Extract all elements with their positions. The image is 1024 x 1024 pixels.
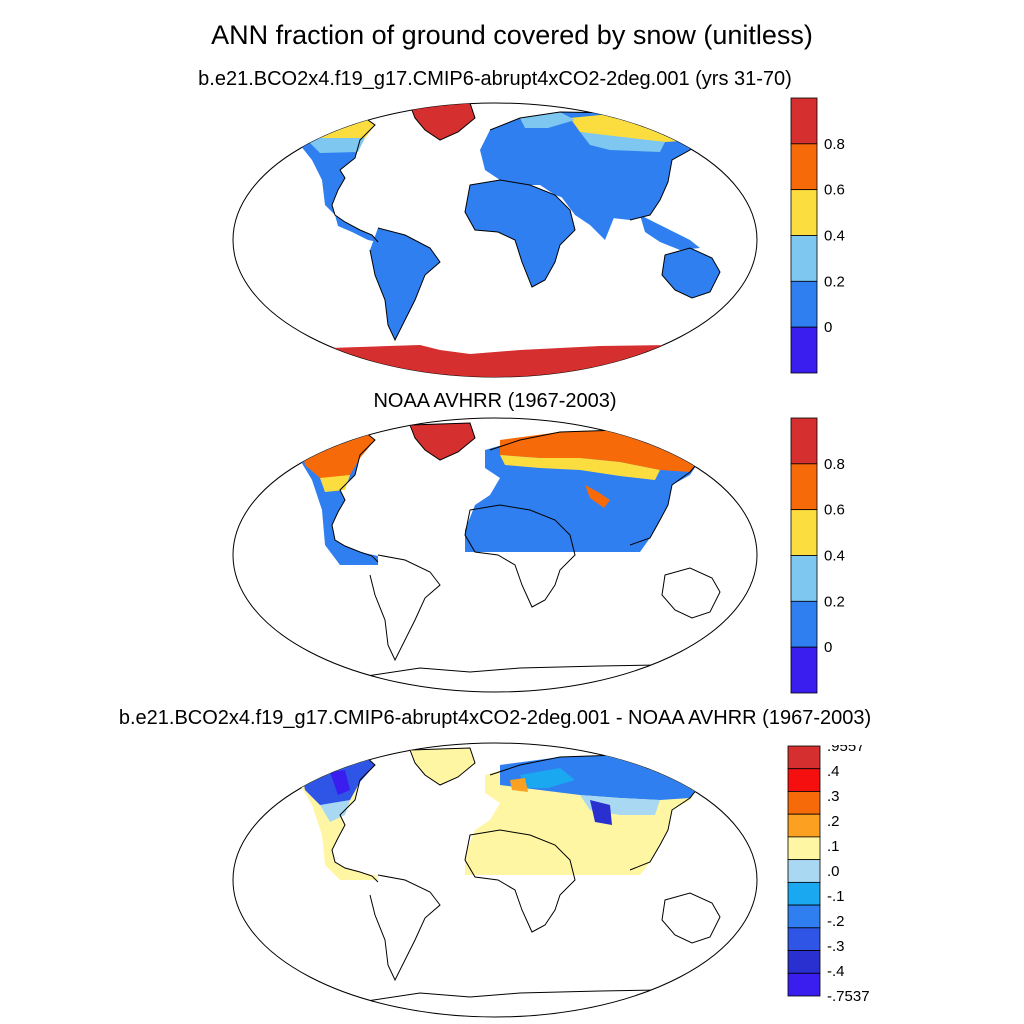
panel-title-diff: b.e21.BCO2x4.f19_g17.CMIP6-abrupt4xCO2-2… (118, 707, 872, 729)
colorbar-diff-label: .4 (827, 763, 840, 780)
obs-field (300, 423, 700, 565)
colorbar-diff-label: .3 (827, 788, 840, 805)
colorbar-model-swatch (790, 280, 818, 328)
colorbar-diff-label: .0 (827, 863, 840, 880)
colorbar-obs-swatch (790, 417, 818, 465)
colorbar-obs-label: 0.2 (824, 593, 845, 610)
colorbar-obs-swatch (790, 555, 818, 602)
colorbar-obs: 0.8 0.6 0.4 0.2 0 (790, 417, 845, 694)
colorbar-diff-swatch (787, 881, 821, 906)
colorbar-diff-label: .1 (827, 838, 840, 855)
colorbar-diff-label: -.3 (827, 938, 845, 955)
colorbar-diff-swatch (787, 791, 821, 815)
colorbar-diff-label: -.4 (827, 963, 845, 980)
colorbar-diff-swatch (787, 768, 821, 792)
colorbar-diff-swatch (787, 950, 821, 974)
colorbar-diff-swatch (787, 904, 821, 929)
panel-title-obs: NOAA AVHRR (1967-2003) (373, 390, 617, 412)
colorbar-diff-swatch (787, 972, 821, 997)
colorbar-obs-label: 0.8 (824, 456, 845, 473)
colorbar-model-swatch (790, 235, 818, 282)
colorbar-obs-swatch (790, 463, 818, 511)
colorbar-diff-label: -.1 (827, 888, 845, 905)
colorbar-diff-swatch (787, 927, 821, 951)
figure-title: ANN fraction of ground covered by snow (… (211, 20, 813, 50)
panel-title-model: b.e21.BCO2x4.f19_g17.CMIP6-abrupt4xCO2-2… (198, 68, 792, 90)
colorbar-model-label: 0.8 (824, 136, 845, 153)
colorbar-model-swatch (790, 97, 818, 145)
colorbar-diff-label: .9557 (827, 745, 865, 755)
colorbar-model-label: 0.2 (824, 273, 845, 290)
colorbar-diff: .9557 .4 .3 .2 .1 .0 -.1 -.2 -.3 -.4 -.7537 (787, 745, 870, 1005)
colorbar-model: 0.8 0.6 0.4 0.2 0 (790, 97, 845, 374)
colorbar-model-swatch (790, 326, 818, 374)
colorbar-model-swatch (790, 143, 818, 191)
colorbar-diff-swatch (787, 859, 821, 883)
colorbar-diff-label: -.2 (827, 913, 845, 930)
colorbar-diff-label: -.7537 (827, 988, 870, 1005)
colorbar-model-label: 0 (824, 319, 832, 336)
colorbar-obs-swatch (790, 600, 818, 648)
colorbar-obs-label: 0.6 (824, 502, 845, 519)
colorbar-diff-swatch (787, 836, 821, 861)
colorbar-diff-label: .2 (827, 813, 840, 830)
colorbar-diff-swatch (787, 745, 821, 770)
colorbar-obs-label: 0 (824, 639, 832, 656)
colorbar-obs-label: 0.4 (824, 548, 845, 565)
colorbar-model-label: 0.6 (824, 182, 845, 199)
colorbar-obs-swatch (790, 646, 818, 694)
colorbar-obs-swatch (790, 509, 818, 556)
colorbar-model-swatch (790, 189, 818, 236)
colorbar-diff-swatch (787, 813, 821, 838)
colorbar-model-label: 0.4 (824, 228, 845, 245)
